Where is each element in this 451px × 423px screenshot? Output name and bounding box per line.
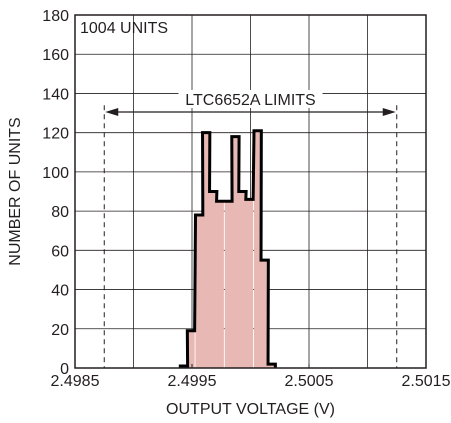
x-tick-label: 2.4995 xyxy=(168,373,217,390)
y-tick-label: 100 xyxy=(42,165,69,182)
x-tick-label: 2.5015 xyxy=(402,373,451,390)
x-axis-ticks: 2.4985 2.4995 2.5005 2.5015 xyxy=(51,364,451,390)
y-axis-title: NUMBER OF UNITS xyxy=(7,117,24,265)
y-tick-label: 80 xyxy=(51,204,69,221)
y-tick-label: 20 xyxy=(51,322,69,339)
limits-annotation: LTC6652A LIMITS xyxy=(103,90,398,368)
histogram-outline xyxy=(178,129,277,368)
y-tick-label: 0 xyxy=(60,361,69,378)
grid xyxy=(75,15,426,368)
y-tick-label: 140 xyxy=(42,86,69,103)
histogram-bar xyxy=(216,201,224,368)
histogram-bar xyxy=(261,260,269,368)
limits-label-bg xyxy=(178,90,323,108)
y-tick-label: 40 xyxy=(51,283,69,300)
x-tick-label: 2.5005 xyxy=(285,373,334,390)
y-tick-label: 60 xyxy=(51,243,69,260)
y-axis-ticks: 0 20 40 60 80 100 120 140 160 180 xyxy=(42,8,69,378)
left-arrowhead xyxy=(105,108,119,116)
histogram-bar xyxy=(268,364,276,368)
histogram-bar xyxy=(245,199,254,368)
histogram-bars xyxy=(178,129,277,368)
histogram-bar xyxy=(224,201,233,368)
plot-frame xyxy=(74,14,427,369)
histogram-bar xyxy=(254,130,262,368)
x-tick-label: 2.4985 xyxy=(51,373,100,390)
limits-label: LTC6652A LIMITS xyxy=(185,92,315,109)
right-arrowhead xyxy=(382,108,396,116)
histogram-bar xyxy=(202,132,210,368)
histogram-bar xyxy=(195,215,203,368)
histogram-bar xyxy=(209,191,217,368)
y-tick-label: 120 xyxy=(42,126,69,143)
histogram-bar xyxy=(238,191,247,368)
histogram-bar xyxy=(187,330,195,368)
y-tick-label: 180 xyxy=(42,8,69,25)
units-count-label: 1004 UNITS xyxy=(80,20,168,37)
histogram-bar xyxy=(231,136,240,368)
y-tick-label: 160 xyxy=(42,47,69,64)
x-axis-title: OUTPUT VOLTAGE (V) xyxy=(166,401,335,418)
